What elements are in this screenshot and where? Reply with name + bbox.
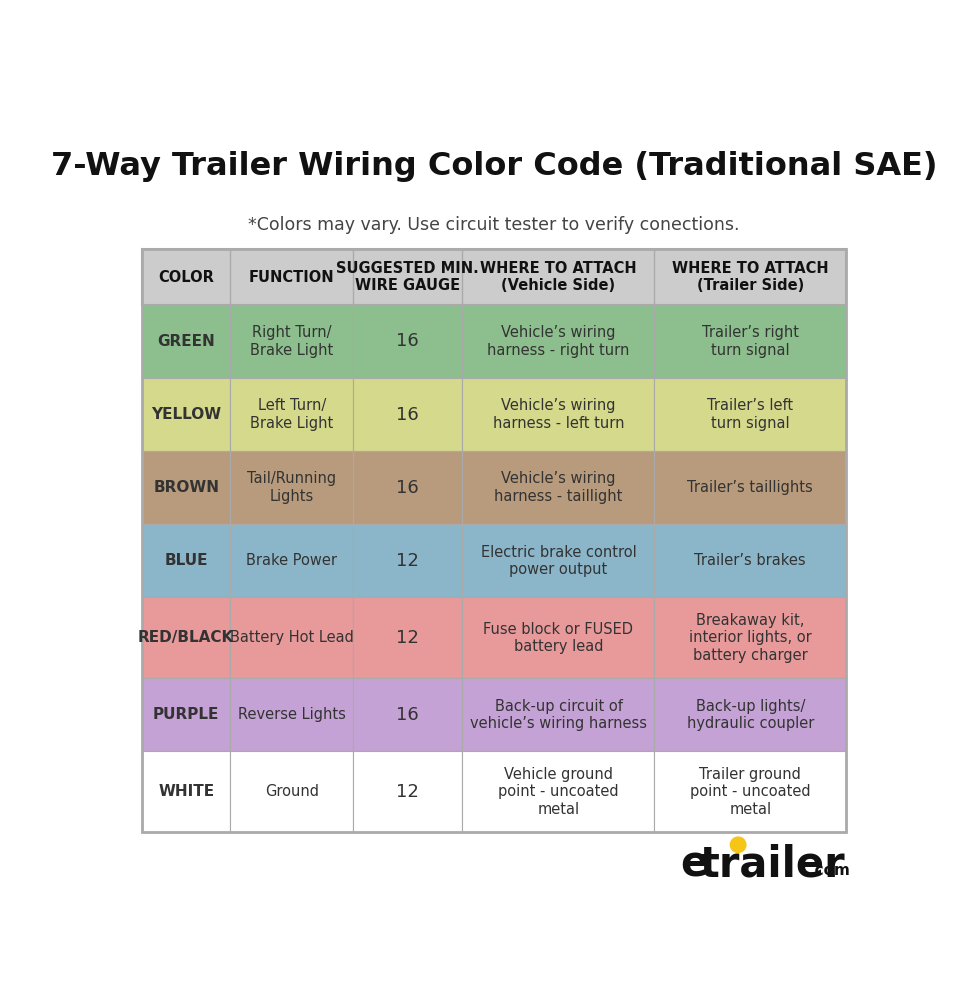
Text: WHITE: WHITE — [158, 784, 214, 799]
Bar — [143, 597, 230, 678]
Bar — [463, 597, 655, 678]
Bar — [354, 678, 463, 751]
Bar — [354, 305, 463, 378]
Bar — [655, 751, 845, 832]
Text: trailer: trailer — [699, 843, 845, 885]
Bar — [143, 249, 845, 305]
Bar — [655, 524, 845, 597]
Text: 12: 12 — [396, 552, 419, 570]
Text: Breakaway kit,
interior lights, or
battery charger: Breakaway kit, interior lights, or batte… — [689, 613, 812, 663]
Text: Vehicle ground
point - uncoated
metal: Vehicle ground point - uncoated metal — [498, 767, 619, 817]
Text: RED/BLACK: RED/BLACK — [138, 630, 234, 645]
Bar — [230, 305, 354, 378]
Text: Brake Power: Brake Power — [246, 553, 337, 568]
Text: Trailer’s taillights: Trailer’s taillights — [687, 480, 813, 495]
Text: *Colors may vary. Use circuit tester to verify conections.: *Colors may vary. Use circuit tester to … — [249, 216, 739, 234]
Bar — [655, 597, 845, 678]
Text: Trailer’s left
turn signal: Trailer’s left turn signal — [708, 398, 793, 431]
Text: Vehicle’s wiring
harness - left turn: Vehicle’s wiring harness - left turn — [493, 398, 624, 431]
Text: Right Turn/
Brake Light: Right Turn/ Brake Light — [250, 325, 334, 358]
Bar — [230, 451, 354, 524]
Text: Left Turn/
Brake Light: Left Turn/ Brake Light — [250, 398, 334, 431]
Bar — [354, 451, 463, 524]
Bar — [230, 524, 354, 597]
Bar — [463, 678, 655, 751]
Bar — [463, 451, 655, 524]
Text: Tail/Running
Lights: Tail/Running Lights — [247, 471, 336, 504]
Text: Back-up circuit of
vehicle’s wiring harness: Back-up circuit of vehicle’s wiring harn… — [469, 699, 647, 731]
Bar — [143, 305, 230, 378]
Text: WHERE TO ATTACH
(Trailer Side): WHERE TO ATTACH (Trailer Side) — [672, 261, 828, 293]
Bar — [463, 524, 655, 597]
Text: Vehicle’s wiring
harness - right turn: Vehicle’s wiring harness - right turn — [487, 325, 629, 358]
Text: Electric brake control
power output: Electric brake control power output — [481, 545, 636, 577]
Bar — [143, 451, 230, 524]
Bar — [230, 678, 354, 751]
Text: 7-Way Trailer Wiring Color Code (Traditional SAE): 7-Way Trailer Wiring Color Code (Traditi… — [51, 151, 937, 182]
Bar — [143, 751, 230, 832]
Bar — [463, 305, 655, 378]
Bar — [354, 524, 463, 597]
Text: .com: .com — [810, 863, 850, 878]
Bar — [143, 378, 230, 451]
Bar — [230, 597, 354, 678]
Bar — [230, 751, 354, 832]
Bar — [354, 751, 463, 832]
Bar — [143, 249, 845, 832]
Text: 16: 16 — [396, 706, 419, 724]
Text: 16: 16 — [396, 479, 419, 497]
Text: 12: 12 — [396, 629, 419, 647]
Text: 12: 12 — [396, 783, 419, 801]
Text: 16: 16 — [396, 332, 419, 350]
Text: FUNCTION: FUNCTION — [249, 270, 335, 285]
Bar — [655, 378, 845, 451]
Text: Fuse block or FUSED
battery lead: Fuse block or FUSED battery lead — [483, 622, 633, 654]
Bar — [354, 378, 463, 451]
Bar — [230, 378, 354, 451]
Text: Battery Hot Lead: Battery Hot Lead — [229, 630, 354, 645]
Bar — [463, 378, 655, 451]
Bar — [655, 451, 845, 524]
Circle shape — [731, 837, 746, 852]
Text: PURPLE: PURPLE — [153, 707, 220, 722]
Text: Trailer’s brakes: Trailer’s brakes — [694, 553, 806, 568]
Text: GREEN: GREEN — [157, 334, 215, 349]
Text: YELLOW: YELLOW — [151, 407, 222, 422]
Text: Vehicle’s wiring
harness - taillight: Vehicle’s wiring harness - taillight — [495, 471, 623, 504]
Bar — [354, 597, 463, 678]
Bar — [143, 678, 230, 751]
Text: 16: 16 — [396, 406, 419, 424]
Bar — [143, 524, 230, 597]
Bar — [655, 678, 845, 751]
Text: e: e — [680, 843, 709, 885]
Text: BROWN: BROWN — [153, 480, 219, 495]
Text: SUGGESTED MIN.
WIRE GAUGE: SUGGESTED MIN. WIRE GAUGE — [336, 261, 479, 293]
Bar — [655, 305, 845, 378]
Text: Trailer’s right
turn signal: Trailer’s right turn signal — [702, 325, 799, 358]
Text: Trailer ground
point - uncoated
metal: Trailer ground point - uncoated metal — [690, 767, 811, 817]
Text: Ground: Ground — [265, 784, 319, 799]
Text: WHERE TO ATTACH
(Vehicle Side): WHERE TO ATTACH (Vehicle Side) — [480, 261, 637, 293]
Text: COLOR: COLOR — [158, 270, 214, 285]
Bar — [463, 751, 655, 832]
Text: Reverse Lights: Reverse Lights — [238, 707, 346, 722]
Text: Back-up lights/
hydraulic coupler: Back-up lights/ hydraulic coupler — [686, 699, 814, 731]
Text: BLUE: BLUE — [165, 553, 208, 568]
